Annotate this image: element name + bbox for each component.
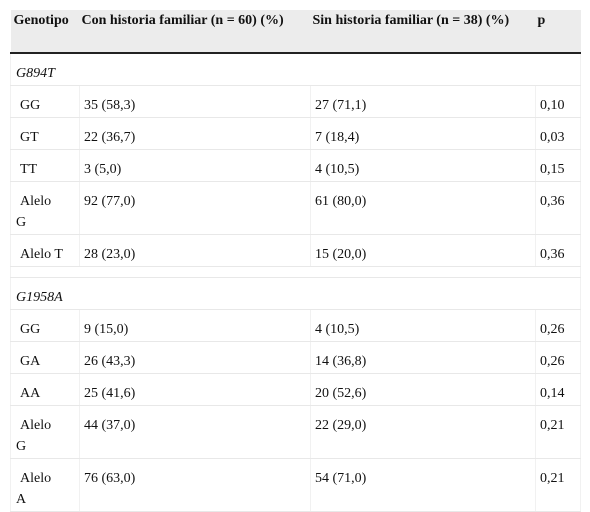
cell-sin: 61 (80,0)	[310, 181, 536, 235]
cell-sin: 14 (36,8)	[310, 341, 536, 374]
genotipo-line-1: Alelo	[20, 194, 52, 209]
header-con-historia: Con historia familiar (n = 60) (%)	[79, 10, 311, 54]
table-row: GT 22 (36,7) 7 (18,4) 0,03	[10, 117, 581, 150]
cell-sin: 4 (10,5)	[310, 309, 536, 342]
cell-genotipo: Alelo G	[10, 405, 80, 459]
cell-con: 25 (41,6)	[79, 373, 311, 406]
cell-con: 44 (37,0)	[79, 405, 311, 459]
cell-con: 9 (15,0)	[79, 309, 311, 342]
cell-con: 26 (43,3)	[79, 341, 311, 374]
cell-genotipo: GT	[10, 117, 80, 150]
cell-p: 0,26	[535, 341, 581, 374]
genotipo-line-2: G	[16, 439, 27, 454]
section-row: G894T	[10, 53, 581, 86]
cell-genotipo: GA	[10, 341, 80, 374]
cell-con: 35 (58,3)	[79, 85, 311, 118]
cell-genotipo: TT	[10, 149, 80, 182]
cell-sin: 27 (71,1)	[310, 85, 536, 118]
table-row: GA 26 (43,3) 14 (36,8) 0,26	[10, 341, 581, 374]
cell-p: 0,10	[535, 85, 581, 118]
cell-p: 0,03	[535, 117, 581, 150]
table-row: Alelo G 92 (77,0) 61 (80,0) 0,36	[10, 181, 581, 235]
cell-genotipo: Alelo A	[10, 458, 80, 512]
cell-genotipo: Alelo G	[10, 181, 80, 235]
cell-p: 0,36	[535, 234, 581, 267]
cell-sin: 22 (29,0)	[310, 405, 536, 459]
cell-p: 0,21	[535, 458, 581, 512]
cell-p: 0,26	[535, 309, 581, 342]
cell-p: 0,15	[535, 149, 581, 182]
genotipo-line-1: Alelo	[20, 471, 52, 486]
cell-genotipo: Alelo T	[10, 234, 80, 267]
cell-sin: 7 (18,4)	[310, 117, 536, 150]
genotype-table: Genotipo Con historia familiar (n = 60) …	[10, 10, 581, 512]
cell-genotipo: GG	[10, 85, 80, 118]
table-row: TT 3 (5,0) 4 (10,5) 0,15	[10, 149, 581, 182]
table-row: Alelo T 28 (23,0) 15 (20,0) 0,36	[10, 234, 581, 267]
cell-con: 28 (23,0)	[79, 234, 311, 267]
genotipo-line-1: Alelo	[20, 418, 52, 433]
genotipo-line-2: A	[16, 492, 27, 507]
section-row: G1958A	[10, 277, 581, 310]
cell-sin: 15 (20,0)	[310, 234, 536, 267]
table-row: Alelo A 76 (63,0) 54 (71,0) 0,21	[10, 458, 581, 512]
header-row: Genotipo Con historia familiar (n = 60) …	[10, 10, 581, 54]
section-spacer	[10, 266, 581, 278]
cell-con: 22 (36,7)	[79, 117, 311, 150]
cell-p: 0,36	[535, 181, 581, 235]
header-genotipo: Genotipo	[10, 10, 80, 54]
section-title: G1958A	[10, 277, 581, 310]
table-row: GG 35 (58,3) 27 (71,1) 0,10	[10, 85, 581, 118]
cell-con: 3 (5,0)	[79, 149, 311, 182]
table-row: Alelo G 44 (37,0) 22 (29,0) 0,21	[10, 405, 581, 459]
genotipo-line-2: G	[16, 215, 27, 230]
header-sin-historia: Sin historia familiar (n = 38) (%)	[310, 10, 536, 54]
table-row: AA 25 (41,6) 20 (52,6) 0,14	[10, 373, 581, 406]
header-p: p	[535, 10, 581, 54]
cell-p: 0,14	[535, 373, 581, 406]
cell-sin: 4 (10,5)	[310, 149, 536, 182]
cell-genotipo: GG	[10, 309, 80, 342]
section-title: G894T	[10, 53, 581, 86]
cell-con: 76 (63,0)	[79, 458, 311, 512]
cell-p: 0,21	[535, 405, 581, 459]
cell-genotipo: AA	[10, 373, 80, 406]
cell-sin: 54 (71,0)	[310, 458, 536, 512]
spacer-cell	[10, 266, 581, 278]
cell-sin: 20 (52,6)	[310, 373, 536, 406]
table-row: GG 9 (15,0) 4 (10,5) 0,26	[10, 309, 581, 342]
cell-con: 92 (77,0)	[79, 181, 311, 235]
